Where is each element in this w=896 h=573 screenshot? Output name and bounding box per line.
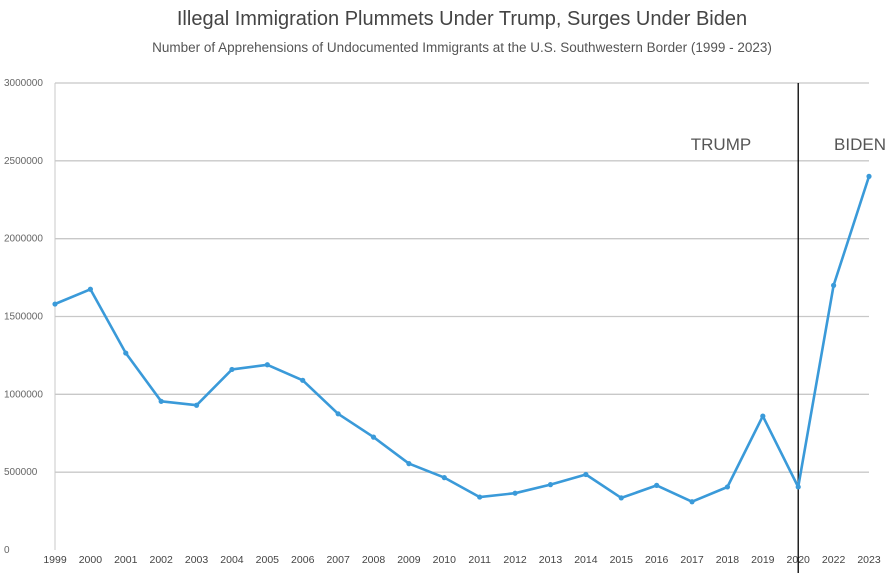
data-point: [795, 484, 801, 490]
data-point: [52, 301, 58, 307]
data-point: [689, 499, 695, 505]
annotations: TRUMP BIDEN: [691, 135, 886, 154]
chart-subtitle: Number of Apprehensions of Undocumented …: [152, 40, 772, 55]
x-tick-label: 2013: [539, 554, 563, 566]
x-tick-label: 2019: [751, 554, 775, 566]
chart-title: Illegal Immigration Plummets Under Trump…: [176, 8, 748, 30]
data-point: [654, 482, 660, 488]
x-tick-label: 2023: [857, 554, 881, 566]
x-tick-label: 2006: [291, 554, 315, 566]
x-tick-label: 1999: [43, 554, 67, 566]
x-tick-label: 2010: [433, 554, 457, 566]
series-line: [54, 175, 871, 504]
y-tick-label: 2500000: [4, 156, 43, 167]
x-tick-label: 2018: [716, 554, 740, 566]
y-tick-label: 0: [4, 545, 10, 556]
data-point: [583, 471, 589, 478]
y-tick-label: 1500000: [4, 312, 43, 323]
x-tick-label: 2022: [822, 554, 846, 566]
data-point: [406, 461, 412, 467]
x-tick-label: 2003: [185, 554, 209, 566]
x-axis-ticks: 1999 2000 2001 2002 2003 2004 2005 2006 2007 2008…: [43, 554, 881, 566]
data-point: [335, 411, 341, 417]
y-tick-label: 1000000: [4, 389, 43, 400]
x-tick-label: 2004: [220, 554, 244, 566]
data-point: [760, 413, 766, 419]
data-point: [512, 490, 518, 496]
x-tick-label: 2012: [503, 554, 527, 566]
x-tick-label: 2016: [645, 554, 669, 566]
y-tick-label: 500000: [4, 467, 38, 478]
data-point: [229, 366, 235, 373]
data-point: [477, 494, 483, 500]
data-point: [158, 398, 164, 404]
data-point: [866, 173, 872, 179]
x-tick-label: 2011: [468, 554, 491, 566]
data-point: [618, 495, 624, 501]
x-tick-label: 2017: [680, 554, 704, 566]
data-point: [547, 482, 554, 488]
x-tick-label: 2001: [114, 554, 138, 566]
data-point: [123, 350, 129, 356]
data-point: [370, 434, 377, 440]
annotation-label: BIDEN: [834, 135, 886, 154]
x-tick-label: 2005: [256, 554, 280, 566]
y-axis-ticks: 0 500000 1000000 1500000 2000000 2500000 30000…: [4, 78, 43, 556]
data-point: [87, 286, 93, 292]
gridlines: [54, 82, 869, 550]
data-point: [831, 282, 837, 288]
series-layer: [52, 173, 872, 505]
x-tick-label: 2008: [362, 554, 386, 566]
x-tick-label: 2015: [610, 554, 634, 566]
x-tick-label: 2009: [397, 554, 421, 566]
x-tick-label: 2000: [79, 554, 103, 566]
data-point: [441, 475, 447, 481]
data-point: [300, 377, 306, 383]
data-point: [193, 402, 200, 408]
y-tick-label: 3000000: [4, 78, 43, 89]
x-tick-label: 2014: [574, 554, 598, 566]
annotation-label: TRUMP: [691, 135, 751, 154]
y-tick-label: 2000000: [4, 234, 43, 245]
x-tick-label: 2007: [326, 554, 350, 566]
data-point: [724, 484, 731, 490]
x-tick-label: 2002: [149, 554, 173, 566]
data-point: [264, 362, 270, 368]
